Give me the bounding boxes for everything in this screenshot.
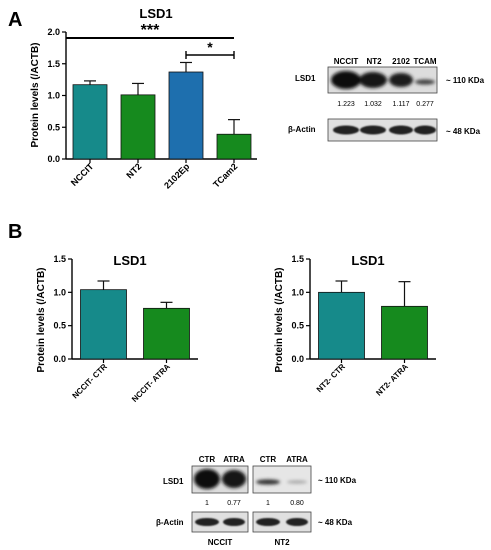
- chart-b-nt2-category-label-0: NT2- CTR: [315, 362, 347, 394]
- chart-a-category-label-0: NCCIT: [69, 161, 96, 188]
- panel-label-a: A: [8, 9, 22, 31]
- blot-a-quant-4: 0.277: [416, 101, 434, 108]
- chart-b-nccit-ytick-label-0: 0.0: [53, 354, 66, 364]
- chart-a-category-label-2: 2102Ep: [162, 161, 192, 191]
- blot-a-quant-2: 1.032: [364, 101, 382, 108]
- chart-a-ylabel: Protein levels (/ACTB): [30, 42, 41, 147]
- blot-b-actin-band-1: [195, 518, 219, 526]
- chart-b-nccit-category-label-0: NCCIT- CTR: [70, 362, 109, 401]
- blot-b-group-nt2: NT2: [274, 538, 290, 547]
- chart-b-nccit-ytick-label-2: 1.0: [53, 287, 66, 297]
- western-blot-a: NCCIT NT2 2102 TCAM LSD1 ~ 110 KDa 1.223…: [288, 57, 485, 142]
- blot-b-lsd1-kda: ~ 110 KDa: [318, 476, 357, 485]
- blot-b-actin-kda: ~ 48 KDa: [318, 518, 353, 527]
- chart-b-nccit-ylabel: Protein levels (/ACTB): [36, 267, 47, 372]
- blot-b-lane-atra-left: ATRA: [223, 455, 245, 464]
- blot-a-actin-kda: ~ 48 KDa: [446, 127, 481, 136]
- chart-b-nt2-ylabel: Protein levels (/ACTB): [274, 267, 285, 372]
- blot-a-lane-1: NCCIT: [334, 57, 359, 66]
- blot-b-actin-membrane-left: [191, 511, 249, 533]
- chart-a-ytick-label-1: 0.5: [47, 122, 60, 132]
- blot-a-quant-3: 1.117: [393, 101, 410, 108]
- chart-a-ytick-label-3: 1.5: [47, 59, 60, 69]
- chart-b-nt2-ytick-label-0: 0.0: [291, 354, 304, 364]
- chart-a-bar-1: [120, 94, 156, 160]
- blot-b-quant-nt2-atra: 0.80: [290, 500, 304, 507]
- blot-b-lsd1-membrane-right: [252, 465, 312, 494]
- chart-b-nt2-title: LSD1: [351, 253, 384, 268]
- chart-a-bar-2: [168, 71, 204, 160]
- blot-b-band-nccit-ctr: [194, 469, 220, 489]
- blot-b-band-nccit-atra: [222, 470, 246, 488]
- chart-a-sig-label-1: *: [207, 39, 213, 55]
- chart-b-nccit-ytick-label-1: 0.5: [53, 321, 66, 331]
- chart-a: LSD1 Protein levels (/ACTB) 0.0 0.5 1.0 1.5…: [30, 6, 257, 191]
- western-blot-b: CTR ATRA CTR ATRA LSD1 ~ 110 KDa 1 0.77 …: [156, 455, 357, 547]
- chart-b-nccit-category-label-1: NCCIT- ATRA: [130, 362, 172, 404]
- chart-b-nccit: LSD1 Protein levels (/ACTB) 0.0 0.5 1.0 1.5…: [36, 253, 198, 404]
- chart-b-nccit-bar-1: [143, 307, 190, 360]
- chart-a-sig-label-0: ***: [141, 22, 160, 39]
- chart-a-bar-0: [72, 84, 108, 160]
- blot-b-actin-band-2: [223, 518, 245, 526]
- chart-a-category-label-1: NT2: [124, 161, 143, 180]
- chart-a-bar-3: [216, 133, 252, 160]
- blot-a-band-tcam: [415, 79, 435, 85]
- chart-a-ytick-label-2: 1.0: [47, 91, 60, 101]
- blot-b-actin-membrane-right: [252, 511, 312, 533]
- blot-a-actin-label: β-Actin: [288, 125, 316, 134]
- chart-b-nccit-title: LSD1: [113, 253, 146, 268]
- chart-b-nccit-ytick-label-3: 1.5: [53, 254, 66, 264]
- chart-b-nt2-ytick-label-3: 1.5: [291, 254, 304, 264]
- blot-a-actin-band-2: [360, 125, 386, 135]
- blot-b-band-nt2-ctr: [256, 479, 280, 485]
- blot-b-lane-ctr-left: CTR: [199, 455, 216, 464]
- blot-b-lane-ctr-right: CTR: [260, 455, 277, 464]
- blot-a-actin-band-1: [333, 125, 359, 135]
- blot-a-lane-4: TCAM: [413, 57, 436, 66]
- chart-b-nt2: LSD1 Protein levels (/ACTB) 0.0 0.5 1.0 1.5…: [274, 253, 436, 398]
- blot-b-quant-nt2-ctr: 1: [266, 500, 270, 507]
- blot-b-band-nt2-atra: [287, 480, 307, 484]
- blot-a-actin-band-3: [389, 125, 413, 135]
- chart-a-category-label-3: TCam2: [211, 161, 239, 189]
- blot-b-lsd1-label: LSD1: [163, 477, 184, 486]
- panel-label-b: B: [8, 221, 22, 243]
- chart-b-nt2-bar-1: [381, 305, 428, 360]
- chart-b-nccit-bar-0: [80, 289, 127, 360]
- blot-a-lane-3: 2102: [392, 57, 410, 66]
- blot-b-quant-nccit-ctr: 1: [205, 500, 209, 507]
- chart-a-ytick-label-4: 2.0: [47, 27, 60, 37]
- chart-a-title: LSD1: [139, 6, 172, 21]
- blot-b-actin-band-4: [286, 518, 308, 526]
- chart-b-nt2-ytick-label-2: 1.0: [291, 287, 304, 297]
- blot-b-group-nccit: NCCIT: [208, 538, 233, 547]
- blot-a-lsd1-label: LSD1: [295, 74, 316, 83]
- blot-b-lane-atra-right: ATRA: [286, 455, 308, 464]
- blot-a-band-2102: [389, 73, 413, 87]
- blot-a-quant-1: 1.223: [337, 101, 355, 108]
- blot-a-band-nccit: [331, 71, 361, 89]
- chart-b-nt2-ytick-label-1: 0.5: [291, 321, 304, 331]
- blot-a-band-nt2: [359, 72, 387, 88]
- blot-b-quant-nccit-atra: 0.77: [227, 500, 241, 507]
- blot-a-actin-band-4: [414, 125, 436, 135]
- blot-a-lsd1-kda: ~ 110 KDa: [446, 76, 485, 85]
- blot-b-actin-label: β-Actin: [156, 518, 184, 527]
- blot-a-lane-2: NT2: [366, 57, 382, 66]
- chart-b-nt2-category-label-1: NT2- ATRA: [374, 362, 410, 398]
- blot-b-actin-band-3: [256, 518, 280, 526]
- chart-b-nt2-bar-0: [318, 291, 365, 360]
- chart-a-ytick-label-0: 0.0: [47, 154, 60, 164]
